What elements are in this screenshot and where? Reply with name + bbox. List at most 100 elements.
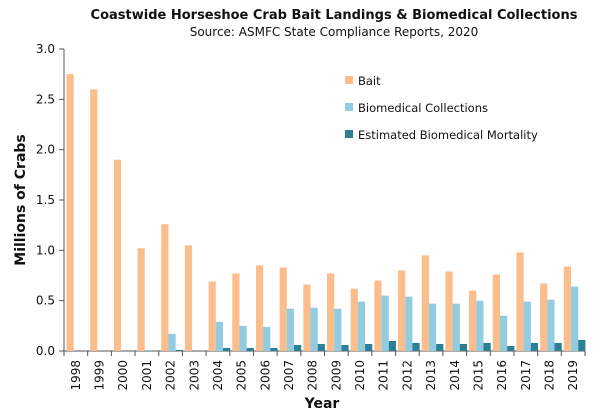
x-tick-label: 2005 (235, 360, 249, 391)
x-tick-label: 2011 (377, 360, 391, 391)
estimated-biomedical-mortality-bar (294, 344, 302, 351)
biomedical-collections-bar (499, 315, 508, 351)
estimated-biomedical-mortality-bar (341, 344, 349, 351)
legend: Bait Biomedical Collections Estimated Biom… (345, 74, 538, 142)
x-tick-label: 2004 (211, 360, 225, 391)
legend-label: Estimated Biomedical Mortality (358, 128, 538, 142)
y-tick-label: 0.0 (36, 344, 55, 358)
bars (66, 74, 586, 352)
x-tick-label: 2012 (400, 360, 414, 391)
x-axis-label: Year (304, 396, 340, 412)
bait-bar (303, 284, 311, 351)
estimated-biomedical-mortality-bar (459, 343, 468, 351)
chart-title: Coastwide Horseshoe Crab Bait Landings &… (91, 8, 578, 23)
x-tick-label: 1998 (69, 360, 83, 391)
x-tick-label: 2014 (448, 360, 462, 391)
bait-bar (90, 89, 98, 352)
x-tick-label: 2016 (495, 360, 509, 391)
x-tick-label: 2017 (519, 360, 533, 391)
biomedical-collections-bar (168, 333, 176, 351)
y-axis-label: Millions of Crabs (13, 134, 29, 265)
bait-bar (540, 283, 548, 351)
x-axis: 1998 1999 2000 2001 2002 2003 2004 2005 2006 2007… (63, 350, 586, 391)
legend-swatch (345, 103, 353, 111)
y-tick-label: 0.5 (36, 294, 55, 308)
estimated-biomedical-mortality-bar (578, 339, 586, 351)
biomedical-collections-bar (452, 303, 460, 351)
bait-bar (445, 271, 453, 351)
estimated-biomedical-mortality-bar (175, 349, 183, 351)
biomedical-collections-bar (144, 349, 152, 351)
x-tick-label: 2013 (424, 360, 438, 391)
bait-bar (350, 288, 358, 351)
chart-subtitle: Source: ASMFC State Compliance Reports, … (190, 25, 479, 39)
y-axis: 0.0 0.5 1.0 1.5 2.0 2.5 3.0 (36, 42, 65, 358)
estimated-biomedical-mortality-bar (483, 342, 491, 351)
bait-bar (279, 267, 287, 351)
bait-bar (137, 248, 145, 351)
bait-bar (374, 280, 382, 351)
estimated-biomedical-mortality-bar (412, 342, 420, 351)
x-tick-label: 2003 (187, 360, 201, 391)
x-tick-label: 2000 (116, 360, 130, 391)
bait-bar (66, 74, 74, 352)
bait-bar (184, 245, 193, 351)
bait-bar (563, 266, 572, 351)
x-tick-label: 2019 (566, 360, 580, 391)
bait-bar (327, 273, 335, 351)
estimated-biomedical-mortality-bar (365, 343, 373, 351)
biomedical-collections-bar (547, 299, 555, 351)
biomedical-collections-bar (215, 321, 223, 351)
bait-bar (113, 159, 122, 351)
x-tick-label: 2007 (282, 360, 296, 391)
biomedical-collections-bar (405, 296, 413, 351)
estimated-biomedical-mortality-bar (270, 347, 278, 351)
biomedical-collections-bar (263, 326, 271, 351)
x-tick-label: 2008 (306, 360, 320, 391)
biomedical-collections-bar (381, 295, 389, 351)
legend-label: Biomedical Collections (358, 101, 488, 115)
legend-swatch (345, 130, 353, 138)
y-tick-label: 2.0 (36, 143, 55, 157)
bait-bar (161, 224, 169, 351)
biomedical-collections-bar (286, 308, 295, 351)
estimated-biomedical-mortality-bar (530, 342, 539, 351)
x-tick-label: 2002 (164, 360, 178, 391)
bait-bar (469, 290, 477, 351)
estimated-biomedical-mortality-bar (554, 342, 562, 351)
bait-bar (255, 265, 264, 351)
estimated-biomedical-mortality-bar (222, 347, 231, 351)
y-tick-label: 3.0 (36, 42, 55, 56)
estimated-biomedical-mortality-bar (246, 347, 254, 351)
biomedical-collections-bar (239, 325, 247, 351)
bait-bar (421, 255, 429, 351)
estimated-biomedical-mortality-bar (388, 340, 396, 351)
biomedical-collections-bar (334, 308, 342, 351)
biomedical-collections-bar (523, 301, 531, 351)
legend-swatch (345, 76, 353, 84)
bait-bar (516, 252, 524, 351)
x-tick-label: 2009 (329, 360, 343, 391)
x-tick-label: 2010 (353, 360, 367, 391)
estimated-biomedical-mortality-bar (507, 345, 515, 351)
biomedical-collections-bar (357, 301, 366, 351)
bait-bar (232, 273, 240, 351)
bait-bar (398, 270, 406, 351)
bait-bar (492, 274, 500, 351)
x-tick-label: 1999 (93, 360, 107, 391)
x-tick-label: 2015 (471, 360, 485, 391)
y-tick-label: 1.0 (36, 243, 55, 257)
biomedical-collections-bar (571, 286, 579, 351)
bait-bar (208, 281, 216, 351)
biomedical-collections-bar (428, 303, 437, 351)
legend-label: Bait (358, 74, 381, 88)
estimated-biomedical-mortality-bar (436, 343, 444, 351)
y-tick-label: 1.5 (36, 193, 55, 207)
x-tick-label: 2018 (542, 360, 556, 391)
biomedical-collections-bar (310, 307, 318, 351)
biomedical-collections-bar (476, 300, 484, 351)
y-tick-label: 2.5 (36, 92, 55, 106)
x-tick-label: 2001 (140, 360, 154, 391)
estimated-biomedical-mortality-bar (317, 343, 325, 351)
